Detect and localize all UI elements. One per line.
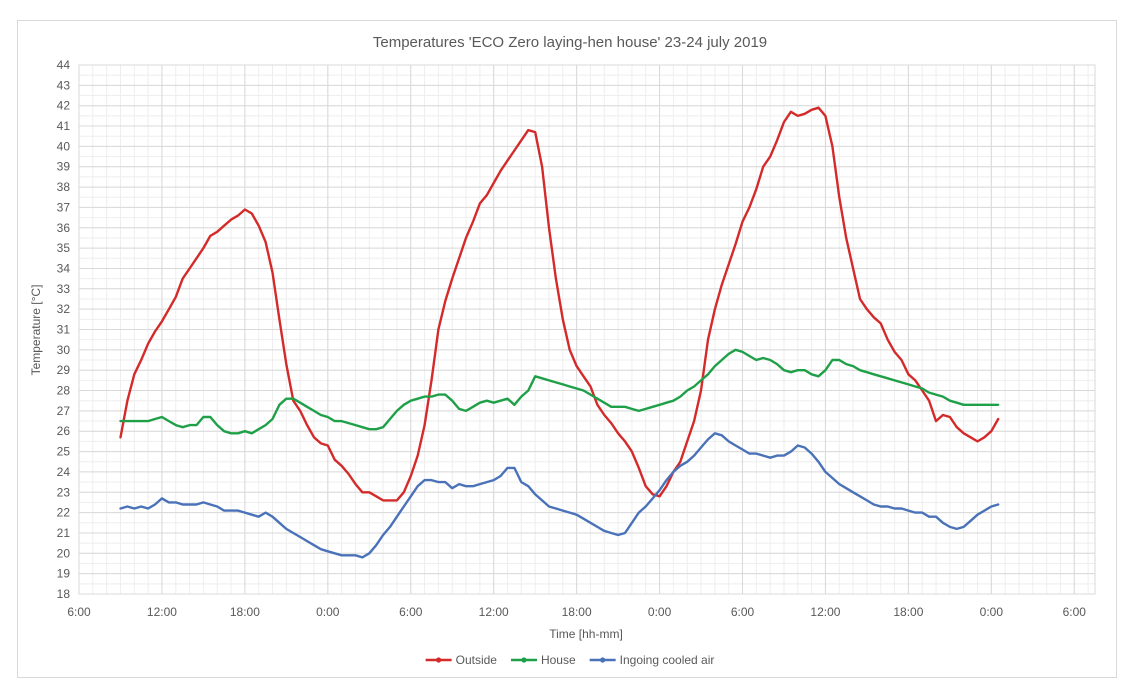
- legend-item-outside: Outside: [425, 653, 498, 667]
- y-tick-label: 30: [57, 343, 71, 357]
- y-tick-label: 38: [57, 180, 71, 194]
- x-tick-label: 18:00: [562, 605, 592, 619]
- x-axis-ticks: 6:00 12:00 18:00 0:00 6:00 12:00 18:00 0:00 6:00…: [67, 605, 1086, 619]
- series-lines: [119, 106, 1000, 559]
- y-tick-label: 20: [57, 546, 71, 560]
- y-tick-label: 35: [57, 241, 71, 255]
- y-tick-label: 26: [57, 424, 71, 438]
- y-tick-label: 21: [57, 526, 71, 540]
- y-tick-label: 25: [57, 445, 71, 459]
- legend-item-house: House: [510, 653, 576, 667]
- y-tick-label: 29: [57, 363, 71, 377]
- x-tick-label: 6:00: [1063, 605, 1087, 619]
- y-tick-label: 23: [57, 485, 71, 499]
- y-tick-label: 39: [57, 160, 71, 174]
- y-axis-title: Temperature [°C]: [29, 285, 43, 376]
- x-tick-label: 12:00: [810, 605, 840, 619]
- y-tick-label: 40: [57, 139, 71, 153]
- series-line-outside: [119, 106, 1000, 502]
- chart-title: Temperatures 'ECO Zero laying-hen house'…: [373, 34, 767, 51]
- y-tick-label: 41: [57, 119, 71, 133]
- y-tick-label: 32: [57, 302, 71, 316]
- y-tick-label: 31: [57, 323, 71, 337]
- y-tick-label: 22: [57, 506, 71, 520]
- legend-marker: [600, 657, 606, 663]
- y-tick-label: 24: [57, 465, 71, 479]
- x-tick-label: 18:00: [230, 605, 260, 619]
- chart-frame: [17, 20, 1117, 678]
- y-tick-label: 19: [57, 567, 71, 581]
- y-tick-label: 42: [57, 99, 71, 113]
- x-tick-label: 0:00: [316, 605, 340, 619]
- x-tick-label: 0:00: [980, 605, 1004, 619]
- legend-label: Ingoing cooled air: [620, 653, 715, 667]
- x-tick-label: 12:00: [479, 605, 509, 619]
- legend-marker: [521, 657, 527, 663]
- x-axis-title: Time [hh-mm]: [549, 627, 623, 641]
- series-line-ingoing-cooled-air: [119, 432, 1000, 559]
- y-tick-label: 18: [57, 587, 71, 601]
- x-tick-label: 12:00: [147, 605, 177, 619]
- y-tick-label: 28: [57, 384, 71, 398]
- y-tick-label: 34: [57, 261, 71, 275]
- series-line-house: [119, 348, 1000, 435]
- y-tick-label: 36: [57, 221, 71, 235]
- legend-marker: [436, 657, 442, 663]
- x-tick-label: 6:00: [399, 605, 423, 619]
- y-tick-label: 33: [57, 282, 71, 296]
- x-tick-label: 6:00: [731, 605, 755, 619]
- y-tick-label: 27: [57, 404, 71, 418]
- plot-area-border: [78, 64, 1096, 595]
- x-tick-label: 0:00: [648, 605, 672, 619]
- y-axis-ticks: 18 19 20 21 22 23 24 25 26 27 28 29 30 31 32 33 34 35 36 37…: [57, 58, 71, 601]
- y-tick-label: 37: [57, 200, 71, 214]
- x-tick-label: 6:00: [67, 605, 91, 619]
- y-tick-label: 44: [57, 58, 71, 72]
- x-tick-label: 18:00: [893, 605, 923, 619]
- y-tick-label: 43: [57, 78, 71, 92]
- legend-label: Outside: [456, 653, 498, 667]
- legend-label: House: [541, 653, 576, 667]
- legend: Outside House Ingoing cooled air: [425, 653, 715, 667]
- legend-item-ingoing-cooled-air: Ingoing cooled air: [589, 653, 715, 667]
